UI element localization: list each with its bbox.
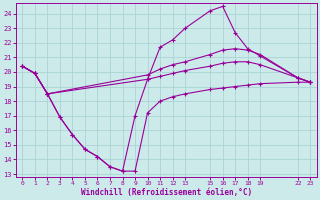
- X-axis label: Windchill (Refroidissement éolien,°C): Windchill (Refroidissement éolien,°C): [81, 188, 252, 197]
